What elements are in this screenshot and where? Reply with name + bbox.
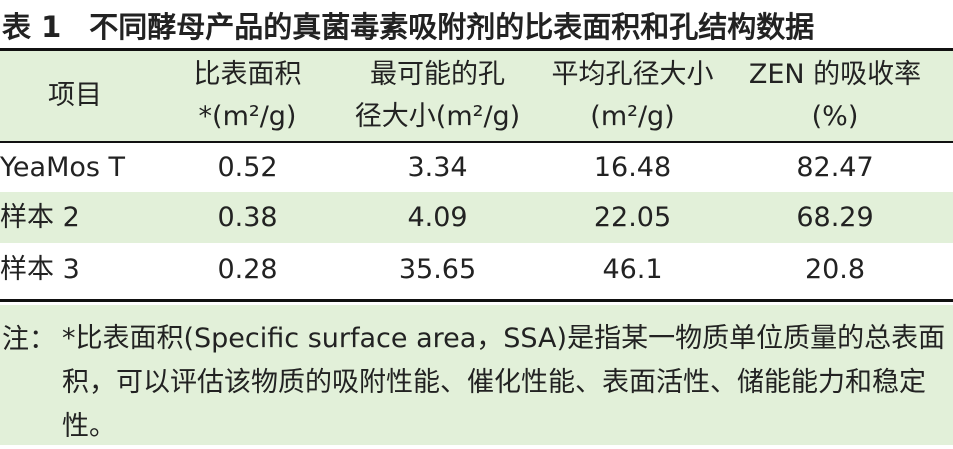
table-cell: 16.48: [593, 151, 672, 183]
table-cell: 82.47: [796, 151, 874, 183]
header-cell: 平均孔径大小 (m²/g): [535, 51, 730, 141]
header-line: 平均孔径大小: [551, 59, 714, 90]
header-line: (m²/g): [590, 101, 675, 132]
row: YeaMos T 0.52 3.34 16.48 82.47: [0, 143, 953, 192]
table-cell: 20.8: [804, 254, 866, 285]
header-cell: 比表面积 *(m²/g): [170, 51, 325, 141]
table-title: 表 1 不同酵母产品的真菌毒素吸附剂的比表面积和孔结构数据: [2, 4, 842, 46]
row-label: 样本 2: [0, 201, 80, 233]
header-cell: 项目: [0, 51, 150, 141]
header-cell: 最可能的孔径大小(m²/g): [340, 51, 535, 141]
note-label: 注：: [2, 324, 56, 355]
table-cell: 0.52: [217, 151, 278, 183]
row-label: 样本 3: [0, 254, 80, 285]
table-cell: 46.1: [602, 254, 663, 285]
table-cell: 4.09: [407, 201, 468, 233]
header-rule: [0, 141, 953, 143]
table-cell: 22.05: [593, 201, 672, 233]
top-rule: [0, 48, 953, 51]
header-line: (%): [811, 101, 859, 132]
table-cell: 35.65: [398, 254, 477, 285]
header-line: 比表面积: [193, 59, 302, 90]
header-line: ZEN 的吸收率: [748, 59, 922, 90]
note-text: *比表面积(Specific surface area，SSA)是指某一物质单位…: [62, 323, 946, 442]
row: 样本 2 0.38 4.09 22.05 68.29: [0, 192, 953, 243]
bottom-rule: [0, 299, 953, 302]
table-cell: 0.38: [217, 201, 278, 233]
row-label: YeaMos T: [0, 151, 126, 183]
table-cell: 68.29: [796, 201, 874, 233]
table-number: 表 1: [2, 10, 62, 44]
header-line: 最可能的孔: [370, 59, 505, 90]
header-line: 项目: [48, 80, 102, 111]
header-line: 径大小(m²/g): [354, 101, 521, 132]
header-line: *(m²/g): [198, 101, 297, 132]
table-cell: 0.28: [217, 254, 278, 285]
header-row: 项目 比表面积 *(m²/g) 最可能的孔径大小(m²/g) 平均孔径大小 (m²/g) Z…: [0, 51, 953, 141]
row: 样本 3 0.28 35.65 46.1 20.8: [0, 243, 953, 297]
note: 注： *比表面积(Specific surface area，SSA)是指某一物…: [0, 305, 953, 445]
header-cell: ZEN 的吸收率 (%): [730, 51, 940, 141]
title-text: 不同酵母产品的真菌毒素吸附剂的比表面积和孔结构数据: [89, 10, 815, 44]
table-cell: 3.34: [407, 151, 468, 183]
